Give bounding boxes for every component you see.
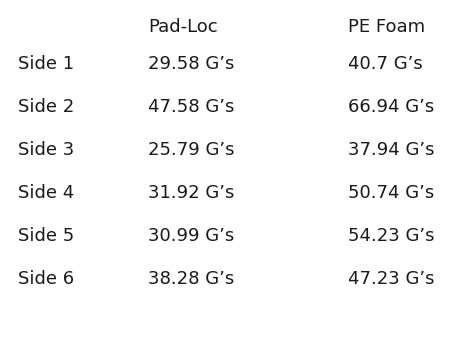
Text: 47.58 G’s: 47.58 G’s [148,98,234,116]
Text: 25.79 G’s: 25.79 G’s [148,141,234,159]
Text: 54.23 G’s: 54.23 G’s [348,227,434,245]
Text: Side 4: Side 4 [18,184,74,202]
Text: Side 2: Side 2 [18,98,74,116]
Text: Pad-Loc: Pad-Loc [148,18,218,36]
Text: 30.99 G’s: 30.99 G’s [148,227,234,245]
Text: Side 1: Side 1 [18,55,74,73]
Text: 40.7 G’s: 40.7 G’s [348,55,423,73]
Text: Side 6: Side 6 [18,270,74,288]
Text: 66.94 G’s: 66.94 G’s [348,98,434,116]
Text: Side 3: Side 3 [18,141,74,159]
Text: 37.94 G’s: 37.94 G’s [348,141,434,159]
Text: 50.74 G’s: 50.74 G’s [348,184,434,202]
Text: 29.58 G’s: 29.58 G’s [148,55,234,73]
Text: 47.23 G’s: 47.23 G’s [348,270,434,288]
Text: Side 5: Side 5 [18,227,74,245]
Text: 38.28 G’s: 38.28 G’s [148,270,234,288]
Text: 31.92 G’s: 31.92 G’s [148,184,234,202]
Text: PE Foam: PE Foam [348,18,425,36]
